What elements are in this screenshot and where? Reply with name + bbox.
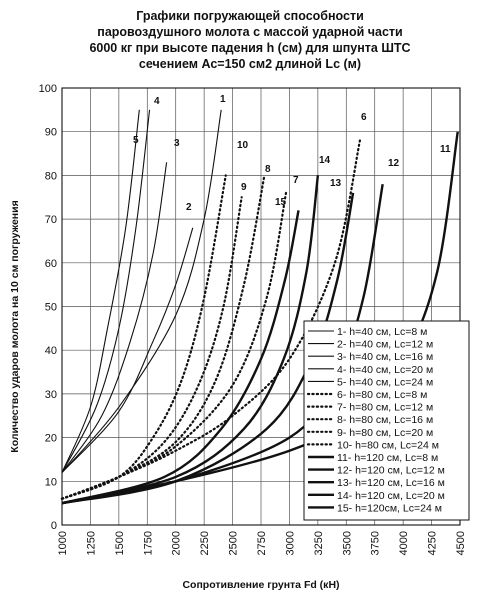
x-tick-label-5: 2250 — [199, 531, 211, 555]
series-line-5 — [61, 109, 140, 473]
x-tick-label-0: 1000 — [57, 531, 69, 555]
x-axis-title: Сопротивление грунта Fd (кН) — [182, 579, 339, 591]
y-tick-label-1: 10 — [45, 476, 57, 488]
y-tick-label-6: 60 — [45, 258, 57, 270]
legend-entry-2: 2- h=40 см, Lc=12 м — [337, 339, 433, 351]
legend-entry-5: 5- h=40 см, Lc=24 м — [337, 376, 433, 388]
curve-label-12: 12 — [388, 158, 400, 169]
x-tick-label-1: 1250 — [85, 531, 97, 555]
curve-label-8: 8 — [265, 164, 271, 175]
legend-entry-3: 3- h=40 см, Lc=16 м — [337, 351, 433, 363]
y-tick-label-2: 20 — [45, 433, 57, 445]
series-line-14 — [61, 175, 320, 505]
y-tick-label-9: 90 — [45, 127, 57, 139]
legend-entry-4: 4- h=40 см, Lc=20 м — [337, 364, 433, 376]
curve-label-4: 4 — [154, 96, 160, 107]
tick-layer: 1000 1250 1500 1750 2000 2250 2500 2750 3000 3250… — [39, 83, 467, 555]
x-tick-label-14: 4500 — [455, 531, 467, 555]
plot-frame-layer — [61, 87, 461, 526]
series-line-8 — [60, 174, 266, 500]
x-tick-label-7: 2750 — [256, 531, 268, 555]
legend-entry-12: 12- h=120 см, Lc=12 м — [337, 465, 445, 477]
x-tick-label-9: 3250 — [313, 531, 325, 555]
series-line-2 — [61, 227, 194, 473]
legend-entry-11: 11- h=120 см, Lc=8 м — [337, 452, 438, 464]
y-axis-title: Количество ударов молота на 10 см погруж… — [9, 200, 21, 452]
curve-label-2: 2 — [186, 202, 192, 213]
x-tick-label-2: 1500 — [114, 531, 126, 555]
series-line-4 — [61, 109, 151, 473]
x-tick-label-13: 4250 — [427, 531, 439, 555]
series-line-10 — [60, 174, 227, 500]
chart-title-line-2: паровоздушного молота с массой ударной ч… — [97, 25, 403, 39]
y-tick-label-7: 70 — [45, 214, 57, 226]
x-tick-label-12: 4000 — [398, 531, 410, 555]
curve-label-10: 10 — [237, 140, 249, 151]
series-line-13 — [61, 192, 355, 505]
series-line-9 — [60, 196, 243, 500]
legend-entry-8: 8- h=80 см, Lc=16 м — [337, 414, 433, 426]
legend-box — [303, 320, 470, 521]
legend-entry-7: 7- h=80 см, Lc=12 м — [337, 402, 433, 414]
y-tick-label-4: 40 — [45, 345, 57, 357]
x-tick-label-3: 1750 — [142, 531, 154, 555]
plot-frame — [61, 87, 461, 526]
y-tick-label-8: 80 — [45, 170, 57, 182]
curve-label-1: 1 — [220, 94, 226, 105]
x-tick-label-8: 3000 — [284, 531, 296, 555]
legend-layer: 1- h=40 см, Lc=8 м2- h=40 см, Lc=12 м3- … — [303, 320, 470, 521]
legend-entry-9: 9- h=80 см, Lc=20 м — [337, 427, 433, 439]
curve-label-13: 13 — [330, 178, 342, 189]
curve-label-5: 5 — [133, 135, 139, 146]
x-tick-label-6: 2500 — [228, 531, 240, 555]
y-tick-label-10: 100 — [39, 83, 57, 95]
series-layer — [60, 109, 459, 505]
chart-title-line-3: 6000 кг при высоте падения h (см) для шп… — [89, 41, 411, 55]
y-tick-label-5: 50 — [45, 302, 57, 314]
legend-entry-14: 14- h=120 см, Lc=20 м — [337, 490, 445, 502]
curve-label-7: 7 — [293, 175, 299, 186]
curve-label-3: 3 — [174, 138, 180, 149]
curve-label-6: 6 — [361, 112, 367, 123]
legend-entry-1: 1- h=40 см, Lc=8 м — [337, 326, 427, 338]
y-tick-label-3: 30 — [45, 389, 57, 401]
x-tick-label-10: 3500 — [341, 531, 353, 555]
chart-title-line-4: сечением Ас=150 см2 длиной Lc (м) — [138, 57, 362, 71]
series-line-15 — [61, 210, 300, 505]
series-line-1 — [61, 109, 222, 473]
curve-label-9: 9 — [241, 182, 247, 193]
legend-entry-10: 10- h=80 см, Lc=24 м — [337, 439, 439, 451]
legend-entry-15: 15- h=120см, Lc=24 м — [337, 502, 442, 514]
chart-title: Графики погружающей способности паровозд… — [40, 8, 460, 72]
y-tick-label-0: 0 — [51, 520, 57, 532]
legend-entry-13: 13- h=120 см, Lc=16 м — [337, 477, 445, 489]
x-tick-label-11: 3750 — [370, 531, 382, 555]
curve-label-14: 14 — [319, 155, 331, 166]
chart-title-line-1: Графики погружающей способности — [136, 9, 364, 23]
series-line-3 — [61, 162, 168, 473]
curve-label-15: 15 — [275, 197, 287, 208]
legend-entry-6: 6- h=80 см, Lc=8 м — [337, 389, 427, 401]
x-tick-label-4: 2000 — [171, 531, 183, 555]
curve-label-11: 11 — [440, 144, 451, 155]
